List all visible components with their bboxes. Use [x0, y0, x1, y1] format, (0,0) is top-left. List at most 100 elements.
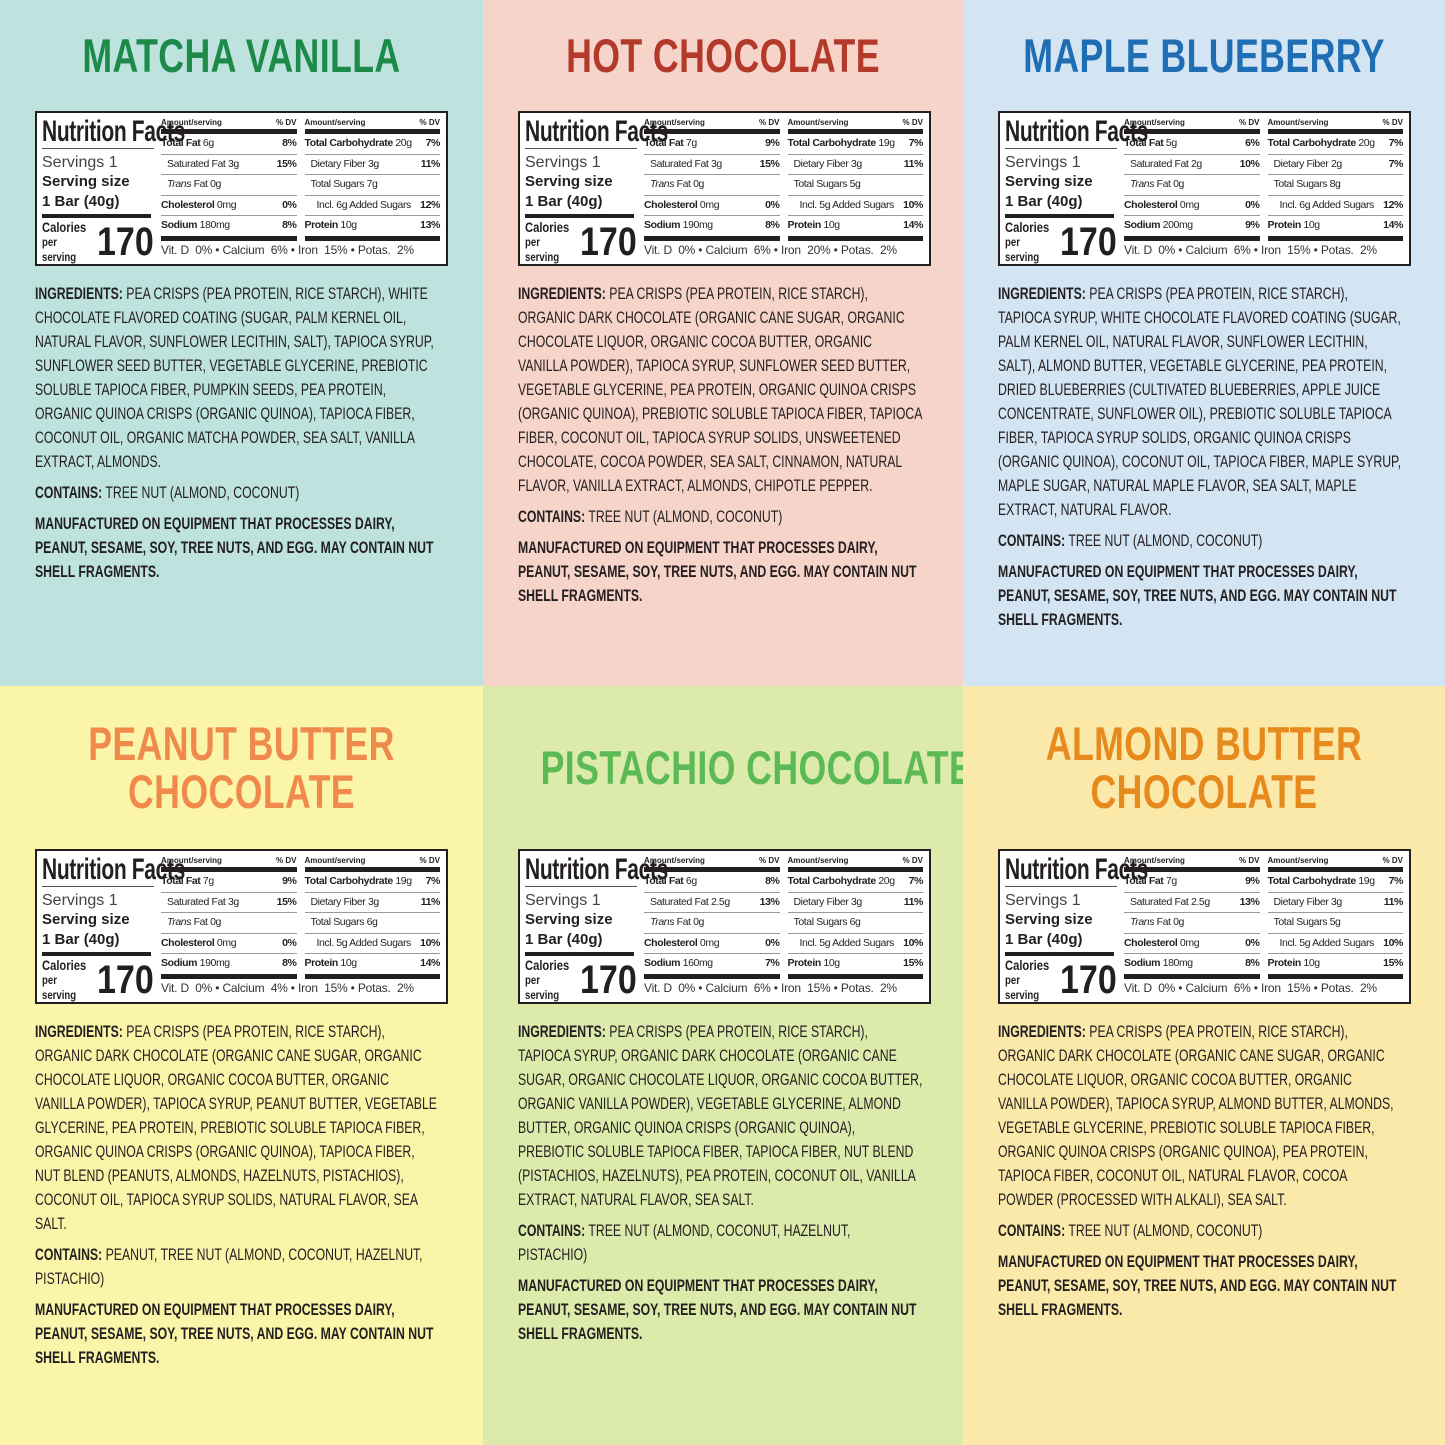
nutrient-row-added-sugars: Incl. 5g Added Sugars 10% — [787, 196, 923, 216]
calcium-value: 6% — [270, 242, 288, 257]
nutrient-dv: 15% — [276, 157, 297, 170]
nutrient-amount: 0mg — [699, 936, 720, 949]
nutrient-dv: 15% — [276, 895, 297, 908]
nutrient-label: Sodium — [644, 219, 681, 231]
bullet-separator: • — [215, 980, 220, 995]
calcium-label: Calcium — [1185, 980, 1228, 995]
nutrient-label: Fat — [193, 916, 208, 928]
nutrient-label: Dietary Fiber — [1273, 157, 1329, 170]
nutrient-label: Sodium — [161, 957, 198, 969]
nutrient-label: Trans — [167, 916, 192, 928]
nutrient-label: Added Sugars — [349, 936, 411, 949]
nutrient-row-sodium: Sodium 180mg 8% — [161, 216, 297, 241]
nutrient-amount: 3g — [710, 157, 722, 170]
nutrient-amount: 180mg — [199, 219, 231, 231]
nutrient-label: Fat — [1156, 916, 1171, 928]
nutrient-row-total-carbohydrate: Total Carbohydrate 19g 7% — [787, 134, 923, 155]
nutrient-label: Saturated Fat — [1130, 895, 1189, 908]
calcium-label: Calcium — [222, 242, 265, 257]
nutrient-label: Total Fat — [1124, 875, 1164, 887]
nutrient-row-protein: Protein 10g 13% — [304, 216, 440, 241]
nutrient-label: Protein — [304, 957, 339, 969]
nutrient-dv: 10% — [420, 936, 440, 949]
ingredients-list: PEA CRISPS (PEA PROTEIN, RICE STARCH), W… — [35, 285, 434, 471]
nutrient-amount: 20g — [878, 875, 895, 887]
nutrient-column-right: Amount/serving % DV Total Carbohydrate 19… — [304, 855, 440, 979]
potassium-label: Potas. — [357, 980, 391, 995]
vitd-label: Vit. D — [1124, 242, 1152, 257]
nutrient-row-trans-fat: Trans Fat 0g — [644, 175, 780, 196]
nutrient-amount: 0mg — [216, 936, 237, 949]
nutrient-row-trans-fat: Trans Fat 0g — [161, 175, 297, 196]
nutrient-dv: 8% — [1245, 957, 1260, 969]
calories-row: Calories per serving 170 — [525, 214, 637, 264]
nutrient-row-total-sugars: Total Sugars 7g — [304, 175, 440, 196]
nutrient-label: Fat — [1156, 178, 1171, 190]
nutrient-amount: 5g — [1299, 936, 1311, 949]
vitd-label: Vit. D — [1124, 980, 1152, 995]
nutrient-amount: 0g — [210, 178, 221, 190]
nutrient-label: Total Sugars — [310, 178, 365, 190]
nutrient-row-sodium: Sodium 190mg 8% — [161, 954, 297, 979]
vitd-value: 0% — [1158, 242, 1176, 257]
nutrient-row-sodium: Sodium 190mg 8% — [644, 216, 780, 241]
nutrient-label: Total Carbohydrate — [1267, 875, 1357, 887]
nutrient-label: Total Carbohydrate — [787, 137, 877, 149]
nutrient-amount: 6g — [685, 875, 697, 887]
manufacturing-notice: MANUFACTURED ON EQUIPMENT THAT PROCESSES… — [35, 515, 434, 581]
nutrient-row-added-sugars: Incl. 5g Added Sugars 10% — [1267, 934, 1403, 954]
nutrient-amount: 0g — [1173, 916, 1184, 928]
calories-row: Calories per serving 170 — [42, 214, 154, 264]
flavor-title-line: PISTACHIO CHOCOLATE — [540, 740, 974, 794]
nutrient-row-total-carbohydrate: Total Carbohydrate 20g 7% — [787, 872, 924, 893]
nutrient-dv: 7% — [908, 875, 924, 887]
nutrient-label: Dietary Fiber — [793, 157, 849, 170]
vitd-value: 0% — [195, 980, 213, 995]
nutrient-row-added-sugars: Incl. 5g Added Sugars 10% — [787, 934, 923, 954]
manufacturing-notice: MANUFACTURED ON EQUIPMENT THAT PROCESSES… — [35, 1301, 434, 1367]
iron-value: 20% — [807, 242, 831, 257]
nutrition-facts-heading: Nutrition Facts — [525, 115, 668, 149]
nutrient-dv: 15% — [903, 957, 923, 969]
nutrient-label: Added Sugars — [832, 936, 894, 949]
nutrient-amount: 6g — [202, 137, 214, 149]
nutrient-label: Total Carbohydrate — [304, 875, 394, 887]
nutrient-label: Incl. — [1279, 198, 1298, 211]
nutrient-dv: 0% — [282, 198, 297, 211]
nutrient-row-total-sugars: Total Sugars 8g — [1267, 175, 1403, 196]
nutrient-label: Cholesterol — [161, 198, 215, 211]
ingredients-paragraph: INGREDIENTS: PEA CRISPS (PEA PROTEIN, RI… — [518, 282, 923, 498]
nutrient-label: Incl. — [316, 198, 335, 211]
nutrient-row-trans-fat: Trans Fat 0g — [1124, 175, 1260, 196]
calories-label: Calories — [42, 957, 87, 973]
bullet-separator: • — [773, 980, 778, 995]
manufacturing-notice: MANUFACTURED ON EQUIPMENT THAT PROCESSES… — [998, 1253, 1397, 1319]
nutrient-label: Total Sugars — [1273, 916, 1328, 928]
ingredients-paragraph: INGREDIENTS: PEA CRISPS (PEA PROTEIN, RI… — [35, 1020, 440, 1236]
nutrient-row-trans-fat: Trans Fat 0g — [644, 913, 780, 934]
bullet-separator: • — [833, 980, 838, 995]
nutrient-row-protein: Protein 10g 15% — [1267, 954, 1403, 979]
allergens-list: PEANUT, TREE NUT (ALMOND, COCONUT, HAZEL… — [35, 1246, 423, 1288]
nutrient-label: Total Fat — [644, 875, 684, 887]
nutrient-row-cholesterol: Cholesterol 0mg 0% — [1124, 934, 1260, 954]
nutrient-label: Sodium — [161, 219, 198, 231]
nutrient-dv: 14% — [420, 957, 440, 969]
nutrient-row-saturated-fat: Saturated Fat 3g 15% — [644, 155, 780, 175]
serving-size-value: 1 Bar (40g) — [1005, 931, 1083, 948]
nutrition-facts-label: Nutrition Facts Servings 1 Serving size … — [518, 849, 931, 1004]
nutrition-facts-heading: Nutrition Facts — [1005, 115, 1148, 149]
calcium-label: Calcium — [1185, 242, 1228, 257]
nutrient-dv: 10% — [1239, 157, 1260, 170]
nutrient-label: Added Sugars — [349, 198, 411, 211]
bullet-separator: • — [1313, 242, 1318, 257]
nutrient-amount: 3g — [227, 895, 239, 908]
allergens-list: TREE NUT (ALMOND, COCONUT) — [105, 484, 300, 502]
nutrient-dv: 9% — [1245, 219, 1260, 231]
nutrient-amount: 7g — [1165, 875, 1177, 887]
amount-header: Amount/serving — [1124, 118, 1185, 127]
nutrient-amount: 180mg — [1162, 957, 1194, 969]
servings: Servings 1 — [525, 892, 601, 909]
dv-header: % DV — [419, 856, 440, 865]
